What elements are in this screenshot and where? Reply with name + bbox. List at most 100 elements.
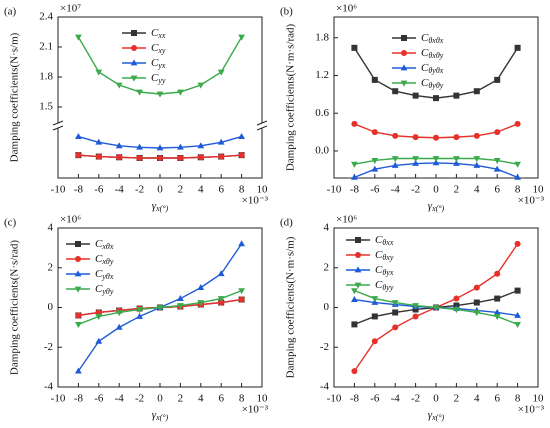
marker — [156, 91, 164, 98]
marker — [494, 270, 501, 277]
marker — [75, 321, 82, 328]
x-tick-label: -6 — [94, 393, 104, 405]
x-tick-label: -2 — [411, 393, 420, 405]
marker — [351, 173, 358, 180]
marker — [392, 324, 399, 331]
marker — [157, 155, 163, 161]
marker — [351, 120, 358, 127]
marker — [433, 134, 439, 141]
marker — [351, 44, 358, 51]
y-tick-label: 1.5 — [39, 101, 53, 113]
marker — [412, 92, 419, 99]
y-tick-label: -2 — [44, 341, 53, 353]
marker — [493, 314, 501, 321]
marker — [473, 161, 481, 168]
y-multiplier: ×10⁶ — [336, 214, 357, 226]
marker — [473, 88, 480, 95]
x-tick-label: -2 — [411, 184, 420, 196]
marker — [514, 161, 521, 168]
x-tick-label: -4 — [115, 393, 125, 405]
marker — [371, 338, 378, 345]
marker — [95, 69, 103, 76]
marker — [177, 155, 184, 161]
marker — [351, 161, 358, 168]
marker — [156, 305, 164, 312]
y-tick-label: 2.1 — [39, 41, 53, 53]
marker — [433, 95, 439, 102]
y-tick-label: 1.8 — [39, 71, 53, 83]
marker — [412, 303, 419, 310]
y-axis-label: Damping coefficients(N·s/rad) — [9, 240, 21, 375]
y-tick-label: 2 — [324, 261, 330, 273]
x-tick-label: -10 — [327, 184, 342, 196]
marker — [351, 288, 358, 295]
marker — [453, 295, 460, 302]
marker — [514, 287, 521, 294]
legend-label: Cθxx — [375, 234, 394, 247]
x-tick-label: 10 — [533, 393, 545, 405]
axis-break-mark — [52, 125, 64, 131]
axis-break-mark — [256, 120, 268, 126]
axis-break-gap — [258, 123, 266, 128]
marker — [453, 134, 460, 141]
marker — [136, 312, 143, 319]
x-tick-label: 0 — [433, 184, 439, 196]
marker — [453, 159, 460, 166]
legend-marker — [355, 237, 361, 243]
marker — [371, 157, 379, 164]
marker — [391, 161, 399, 168]
x-tick-label: 8 — [515, 393, 521, 405]
marker — [514, 321, 521, 328]
legend-label: Cθyθx — [421, 62, 444, 75]
marker — [473, 132, 480, 139]
x-tick-label: 2 — [454, 393, 460, 405]
marker — [217, 69, 225, 76]
panel-label: (d) — [280, 217, 293, 229]
x-tick-label: -10 — [51, 184, 66, 196]
legend-marker — [400, 80, 408, 87]
legend-label: Cθyy — [375, 279, 394, 292]
y-tick-label: 4 — [48, 222, 54, 234]
marker — [238, 288, 245, 295]
marker — [197, 82, 205, 89]
panel-label: (a) — [4, 6, 17, 18]
marker — [116, 154, 123, 161]
marker — [217, 138, 225, 145]
axis-break-mark — [256, 125, 268, 131]
legend-label: Cyθy — [95, 283, 114, 296]
legend-label: Cθxy — [375, 249, 394, 262]
x-tick-label: 10 — [257, 393, 269, 405]
marker — [371, 76, 378, 83]
x-tick-label: 2 — [178, 184, 184, 196]
marker — [75, 132, 82, 139]
x-tick-label: -4 — [391, 393, 401, 405]
marker — [473, 284, 480, 291]
marker — [351, 321, 358, 328]
y-tick-label: -4 — [320, 381, 330, 393]
legend-marker — [401, 35, 407, 41]
legend-marker — [354, 266, 362, 273]
marker — [217, 270, 225, 277]
y-multiplier: ×10⁷ — [60, 3, 81, 15]
marker — [95, 138, 103, 145]
marker — [177, 89, 184, 96]
marker — [238, 132, 245, 139]
marker — [392, 309, 399, 316]
marker — [432, 305, 440, 312]
legend-marker — [131, 45, 137, 51]
marker — [115, 82, 123, 89]
marker — [412, 159, 419, 166]
marker — [514, 44, 521, 51]
x-tick-label: 10 — [533, 184, 545, 196]
marker — [218, 153, 225, 160]
legend-marker — [130, 75, 138, 82]
marker — [473, 156, 481, 163]
marker — [371, 165, 379, 172]
legend-marker — [354, 282, 362, 289]
legend-marker — [75, 241, 81, 247]
x-tick-label: -2 — [135, 184, 144, 196]
marker — [95, 314, 103, 321]
x-axis-label: γx(°) — [152, 200, 169, 213]
x-multiplier: ×10⁻³ — [518, 195, 545, 207]
y-tick-label: 4 — [324, 222, 330, 234]
